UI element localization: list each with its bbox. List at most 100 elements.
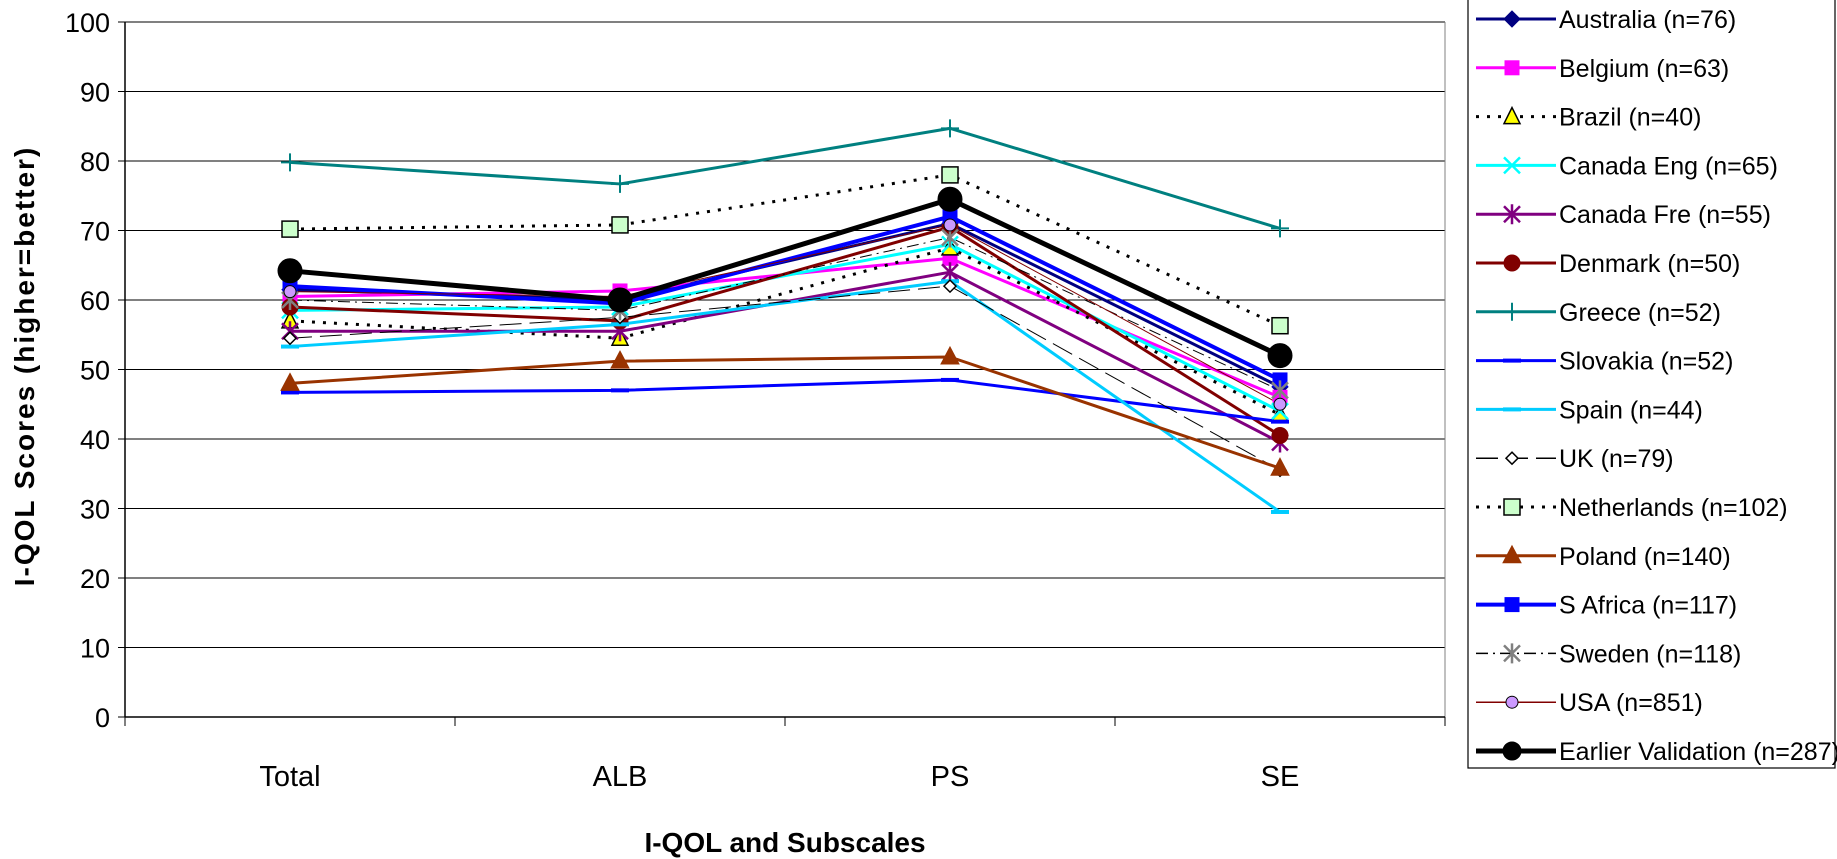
series-line bbox=[289, 214, 1281, 382]
legend-swatch-marker bbox=[1503, 254, 1521, 272]
legend: Australia (n=76) Belgium (n=63) Brazil (n=… bbox=[1467, 0, 1837, 769]
data-point bbox=[283, 285, 297, 299]
tick-labels: 0 10 20 30 40 50 60 70 80 90 100 Total ALB PS SE bbox=[65, 8, 1299, 793]
legend-label: UK (n=79) bbox=[1559, 445, 1674, 473]
legend-item: Earlier Validation (n=287) bbox=[1476, 738, 1837, 766]
legend-swatch-marker bbox=[1502, 741, 1522, 761]
data-point bbox=[1271, 219, 1289, 238]
legend-item: Canada Eng (n=65) bbox=[1476, 152, 1778, 180]
y-tick-label: 10 bbox=[80, 634, 110, 664]
data-point bbox=[611, 174, 629, 193]
legend-swatch-marker bbox=[1503, 643, 1521, 664]
legend-item: Slovakia (n=52) bbox=[1476, 348, 1733, 376]
legend-item: Belgium (n=63) bbox=[1476, 55, 1729, 83]
data-point bbox=[1273, 397, 1287, 411]
data-point bbox=[941, 377, 959, 382]
y-axis-title: I-QOL Scores (higher=better) bbox=[9, 146, 40, 587]
data-point bbox=[1271, 419, 1289, 424]
data-point bbox=[941, 119, 959, 138]
legend-swatch-marker bbox=[1502, 105, 1522, 125]
legend-item: UK (n=79) bbox=[1476, 445, 1674, 473]
legend-swatch-marker bbox=[1503, 10, 1521, 28]
data-point bbox=[280, 372, 300, 391]
legend-label: Canada Fre (n=55) bbox=[1559, 201, 1771, 229]
legend-item: Australia (n=76) bbox=[1476, 6, 1736, 34]
legend-swatch-marker bbox=[1504, 597, 1520, 613]
data-point bbox=[940, 345, 960, 365]
series-line bbox=[289, 236, 1281, 391]
legend-swatch-marker bbox=[1503, 358, 1521, 363]
legend-item: Netherlands (n=102) bbox=[1476, 494, 1788, 522]
legend-swatch-marker bbox=[1503, 204, 1521, 225]
legend-swatch-marker bbox=[1503, 407, 1521, 412]
legend-item: Denmark (n=50) bbox=[1476, 250, 1740, 278]
series-line bbox=[289, 242, 1281, 413]
series-line bbox=[289, 378, 1281, 424]
legend-box bbox=[1467, 0, 1836, 769]
legend-label: Brazil (n=40) bbox=[1559, 104, 1701, 132]
legend-label: Spain (n=44) bbox=[1559, 396, 1703, 424]
data-point bbox=[281, 220, 299, 238]
data-point bbox=[941, 262, 959, 283]
y-tick-label: 0 bbox=[95, 703, 110, 733]
y-tick-label: 100 bbox=[65, 8, 110, 38]
legend-label: Earlier Validation (n=287) bbox=[1559, 738, 1837, 766]
legend-item: USA (n=851) bbox=[1476, 689, 1703, 717]
legend-label: S Africa (n=117) bbox=[1559, 592, 1737, 620]
legend-label: Sweden (n=118) bbox=[1559, 640, 1741, 668]
series-line bbox=[289, 196, 1282, 358]
y-tick-label: 90 bbox=[80, 78, 110, 108]
legend-item: Spain (n=44) bbox=[1476, 396, 1703, 424]
legend-label: Slovakia (n=52) bbox=[1559, 348, 1733, 376]
series-line bbox=[289, 279, 1281, 514]
y-tick-label: 70 bbox=[80, 217, 110, 247]
legend-item: Sweden (n=118) bbox=[1476, 640, 1741, 668]
legend-swatch-marker bbox=[1503, 156, 1521, 175]
legend-label: Canada Eng (n=65) bbox=[1559, 152, 1778, 180]
legend-item: Greece (n=52) bbox=[1476, 299, 1721, 327]
x-axis-title: I-QOL and Subscales bbox=[644, 827, 925, 858]
data-point bbox=[1271, 316, 1289, 335]
axes bbox=[118, 21, 1446, 726]
legend-label: Denmark (n=50) bbox=[1559, 250, 1740, 278]
legend-label: Greece (n=52) bbox=[1559, 299, 1721, 327]
series-line bbox=[289, 355, 1281, 470]
data-point bbox=[1267, 343, 1293, 369]
series-line bbox=[289, 126, 1281, 230]
series-line bbox=[289, 225, 1281, 437]
grid bbox=[125, 21, 1445, 648]
y-tick-label: 60 bbox=[80, 286, 110, 316]
legend-swatch-marker bbox=[1505, 695, 1519, 709]
legend-label: Belgium (n=63) bbox=[1559, 55, 1729, 83]
legend-label: Australia (n=76) bbox=[1559, 6, 1736, 34]
data-point bbox=[281, 344, 299, 349]
series-line bbox=[289, 246, 1281, 417]
data-point bbox=[937, 186, 963, 212]
x-tick-label: PS bbox=[931, 761, 970, 793]
legend-swatch-marker bbox=[1503, 302, 1521, 321]
y-tick-label: 30 bbox=[80, 495, 110, 525]
data-point bbox=[943, 218, 957, 232]
data-point bbox=[281, 390, 299, 395]
x-tick-label: ALB bbox=[593, 761, 648, 793]
legend-label: Poland (n=140) bbox=[1559, 543, 1731, 571]
data-point bbox=[942, 279, 958, 294]
data-point bbox=[1271, 427, 1289, 445]
data-point bbox=[277, 258, 303, 284]
data-point bbox=[1270, 457, 1290, 476]
y-tick-label: 40 bbox=[80, 425, 110, 455]
data-point bbox=[607, 287, 633, 313]
data-point bbox=[1271, 509, 1289, 514]
legend-label: USA (n=851) bbox=[1559, 689, 1703, 717]
series-line bbox=[289, 224, 1281, 405]
series-markers bbox=[277, 119, 1293, 514]
y-tick-label: 80 bbox=[80, 147, 110, 177]
legend-swatch-marker bbox=[1504, 451, 1520, 466]
legend-swatch-marker bbox=[1503, 498, 1521, 516]
data-point bbox=[281, 153, 299, 172]
legend-item: S Africa (n=117) bbox=[1476, 592, 1737, 620]
data-point bbox=[1271, 380, 1289, 401]
y-tick-label: 50 bbox=[80, 356, 110, 386]
series-line bbox=[289, 173, 1281, 328]
